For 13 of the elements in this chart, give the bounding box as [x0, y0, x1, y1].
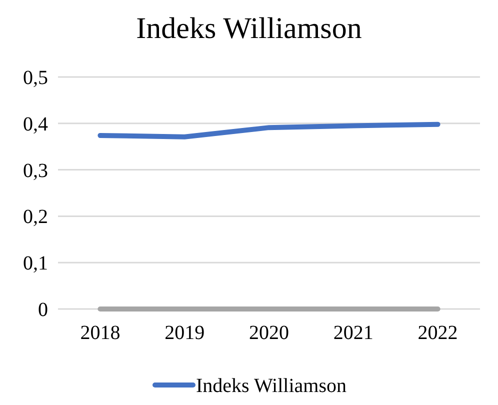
- y-tick-label: 0,5: [23, 67, 48, 89]
- x-tick-label: 2018: [80, 322, 120, 344]
- y-tick-label: 0,1: [23, 252, 48, 275]
- y-tick-label: 0,4: [23, 113, 48, 136]
- chart-title: Indeks Williamson: [136, 12, 362, 45]
- x-tick-label: 2019: [164, 322, 205, 344]
- x-tick-label: 2020: [249, 322, 289, 344]
- y-tick-label: 0: [38, 299, 48, 321]
- legend-label: Indeks Williamson: [196, 375, 346, 397]
- x-tick-label: 2021: [333, 322, 374, 344]
- x-tick-label: 2022: [418, 322, 458, 344]
- y-tick-label: 0,2: [23, 206, 48, 228]
- y-tick-label: 0,3: [23, 160, 48, 182]
